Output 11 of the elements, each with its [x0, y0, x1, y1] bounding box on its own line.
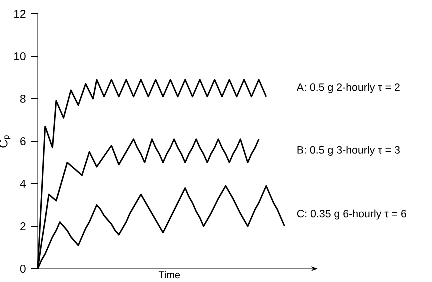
- y-tick-label: 0: [20, 264, 26, 273]
- text: B: 0.5 g 3-hourly τ = 3: [298, 146, 400, 156]
- text: A: 0.5 g 2-hourly τ = 2: [296, 83, 400, 94]
- y-tick-label: 4: [20, 180, 26, 188]
- y-tick-label: 10: [14, 52, 26, 60]
- y-tick-label: 2: [20, 222, 26, 230]
- y-tick-label: 8: [20, 94, 26, 103]
- x-axis-title: Time: [158, 271, 180, 279]
- y-tick-label: 6: [20, 137, 26, 146]
- series-label: C: 0.35 g 6-hourly τ = 6: [297, 210, 406, 220]
- y-tick-label: 12: [14, 10, 26, 18]
